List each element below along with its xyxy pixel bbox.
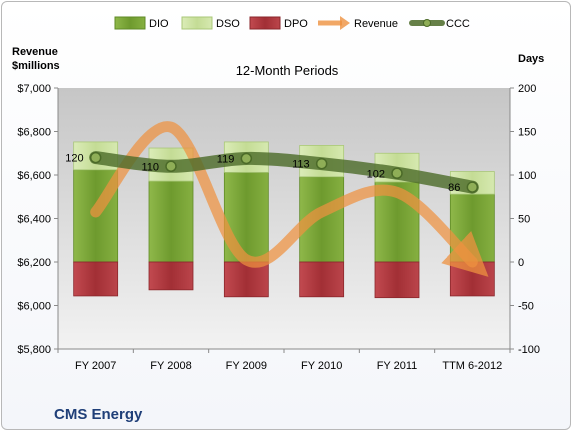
right-tick-label: 50	[518, 214, 530, 226]
bar-dpo	[299, 261, 345, 298]
legend-swatch	[340, 16, 350, 30]
bar-dpo	[223, 261, 269, 298]
data-labels: 120 110 119 113 102 86	[65, 153, 460, 195]
plot-area	[58, 88, 510, 349]
left-tick-label: $7,000	[17, 83, 51, 95]
x-tick-label: FY 2009	[226, 360, 267, 372]
legend-swatch	[423, 19, 431, 27]
ccc-point	[466, 181, 479, 193]
legend-label: DPO	[284, 18, 308, 30]
left-tick-label: $6,600	[17, 170, 51, 182]
bar-dpo	[148, 261, 194, 291]
right-tick-label: 100	[518, 170, 536, 182]
ccc-data-label: 102	[367, 168, 385, 180]
left-tick-label: $6,000	[17, 301, 51, 313]
right-tick-label: 200	[518, 83, 536, 95]
lines	[89, 121, 489, 277]
legend-label: Revenue	[354, 18, 398, 30]
legend-label: DSO	[216, 18, 240, 30]
left-axis-label-line1: Revenue	[12, 46, 58, 58]
x-tick-label: FY 2008	[150, 360, 191, 372]
ccc-data-label: 110	[141, 161, 159, 173]
ccc-data-label: 120	[65, 153, 83, 165]
ccc-point	[240, 152, 253, 165]
legend-swatch	[181, 16, 213, 30]
x-tick-label: FY 2011	[377, 360, 418, 372]
revenue-line	[90, 121, 489, 277]
ccc-data-label: 119	[217, 153, 235, 165]
x-tick-label: TTM 6-2012	[442, 360, 502, 372]
left-tick-label: $6,200	[17, 257, 51, 269]
right-tick-label: 150	[518, 127, 536, 139]
company-name: CMS Energy	[54, 406, 143, 423]
bar-dio	[148, 180, 194, 263]
ccc-data-label: 86	[448, 182, 460, 194]
ccc-point	[165, 160, 177, 173]
right-tick-label: -50	[518, 301, 534, 313]
ccc-data-label: 113	[292, 159, 310, 171]
bar-dpo	[374, 261, 420, 299]
right-tick-label: -100	[518, 344, 540, 356]
ccc-line	[89, 151, 479, 194]
left-tick-label: $6,800	[17, 127, 51, 139]
right-axis-label: Days	[518, 53, 544, 65]
ccc-point	[89, 151, 102, 164]
ccc-point	[315, 157, 328, 170]
x-tick-label: FY 2010	[301, 360, 342, 372]
left-axis-label-line2: $millions	[12, 60, 60, 72]
legend: DIO DSO DPO Revenue CCC	[114, 16, 470, 30]
ccc-point	[391, 167, 403, 180]
chart-title: 12-Month Periods	[236, 63, 339, 78]
legend-label: CCC	[446, 18, 470, 30]
x-tick-label: FY 2007	[75, 360, 116, 372]
bar-dpo	[73, 261, 119, 297]
right-tick-label: 0	[518, 257, 524, 269]
left-tick-label: $5,800	[17, 344, 51, 356]
legend-label: DIO	[149, 18, 169, 30]
legend-swatch	[114, 16, 146, 30]
legend-swatch	[249, 16, 281, 30]
left-tick-label: $6,400	[17, 214, 51, 226]
axes: $5,800 $6,000 $6,200 $6,400 $6,600 $6,800 $7,0…	[17, 83, 540, 372]
